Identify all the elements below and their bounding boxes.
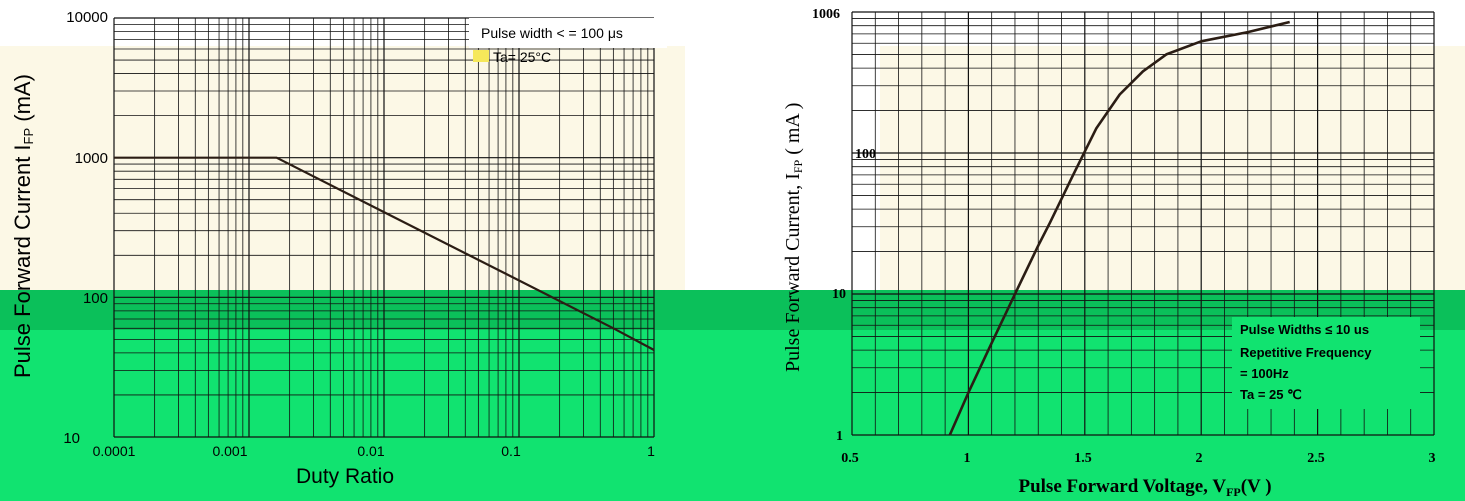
left-y-tick-10: 10 xyxy=(63,430,80,447)
left-x-tick-0.01: 0.01 xyxy=(357,443,384,459)
right-x-tick-2: 2 xyxy=(1196,451,1203,466)
left-y-label-part-2: ward Current xyxy=(10,157,35,285)
right-y-label-subscript: FP xyxy=(791,159,805,173)
left-y-axis-label: Pulse Forward Current IFP (mA) xyxy=(10,74,36,378)
right-y-label-part-2: ward Current, I xyxy=(782,173,804,296)
chart-marks xyxy=(114,20,1291,436)
left-legend-box xyxy=(469,18,667,48)
right-y-tick-10: 10 xyxy=(832,287,846,302)
right-panel-background xyxy=(880,46,1465,290)
left-y-tick-10000: 10000 xyxy=(66,9,108,26)
right-x-axis-label: Pulse Forward Voltage, VFP(V ) xyxy=(1018,476,1271,499)
left-x-tick-0.001: 0.001 xyxy=(212,443,247,459)
left-annotation-temperature: Ta= 25°C xyxy=(493,49,551,65)
left-annotation-pulse-width: Pulse width < = 100 μs xyxy=(481,25,623,41)
left-y-tick-1000: 1000 xyxy=(75,150,108,167)
right-x-label-unit: (V ) xyxy=(1241,476,1272,497)
left-y-label-unit: (mA) xyxy=(10,74,35,128)
left-x-tick-0.1: 0.1 xyxy=(501,443,521,459)
right-annotation-frequency: Repetitive Frequency xyxy=(1240,345,1372,360)
left-x-tick-1: 1 xyxy=(647,443,655,459)
right-annotation-temperature: Ta = 25 ℃ xyxy=(1240,387,1302,402)
right-series-line xyxy=(948,20,1291,436)
right-y-tick-1: 1 xyxy=(836,429,843,444)
right-x-tick-0.5: 0.5 xyxy=(841,451,859,466)
left-annotation-marker xyxy=(473,50,489,62)
left-y-label-part-1: Pulse For xyxy=(10,284,35,378)
right-y-tick-100: 100 xyxy=(855,147,876,162)
right-y-label-unit: ( mA ) xyxy=(782,103,804,160)
right-x-tick-3: 3 xyxy=(1429,451,1436,466)
right-y-label-part-1: Pulse For xyxy=(782,296,804,372)
left-x-tick-0.0001: 0.0001 xyxy=(93,443,136,459)
left-series-line xyxy=(114,156,655,351)
right-y-tick-top: 1006 xyxy=(812,7,840,22)
right-x-tick-1.5: 1.5 xyxy=(1074,451,1092,466)
right-annotation-frequency-value: = 100Hz xyxy=(1240,366,1289,381)
left-chart-grid xyxy=(113,17,655,438)
right-x-tick-1: 1 xyxy=(964,451,971,466)
left-y-label-part-3: I xyxy=(10,144,35,156)
right-annotation-pulse-widths: Pulse Widths ≤ 10 us xyxy=(1240,322,1369,337)
left-y-tick-100: 100 xyxy=(83,290,108,307)
left-y-label-subscript: FP xyxy=(21,128,36,145)
left-x-axis-label: Duty Ratio xyxy=(296,465,394,488)
right-y-axis-label: Pulse Forward Current, IFP ( mA ) xyxy=(782,103,805,372)
right-x-label-subscript: FP xyxy=(1226,485,1241,499)
right-x-tick-2.5: 2.5 xyxy=(1307,451,1325,466)
right-x-label-main: Pulse Forward Voltage, V xyxy=(1018,476,1226,497)
right-legend-box xyxy=(1232,317,1420,409)
left-panel-background xyxy=(0,46,685,290)
green-dark-strip xyxy=(0,290,1465,330)
